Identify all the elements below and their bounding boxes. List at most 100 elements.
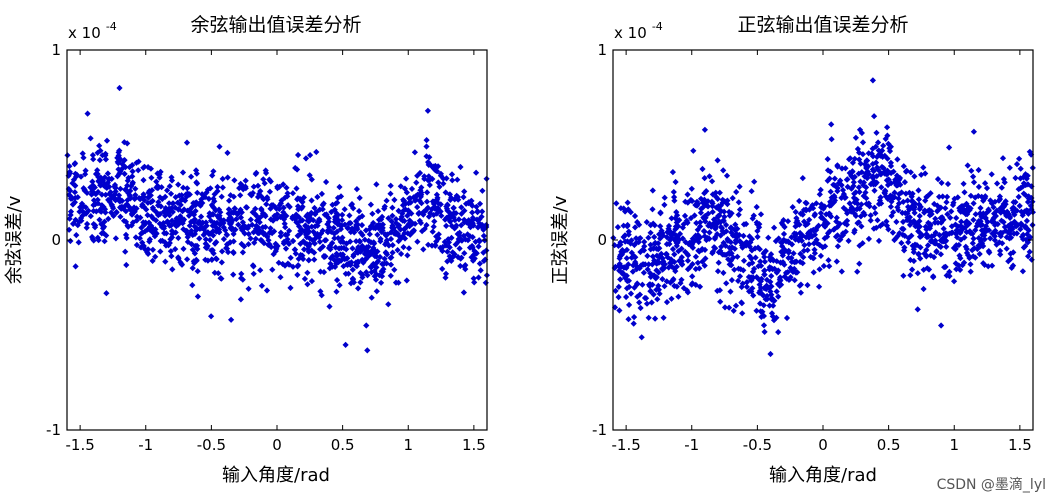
scatter-point	[110, 194, 117, 201]
scatter-point	[394, 230, 401, 237]
scatter-point	[414, 204, 421, 211]
scatter-point	[969, 247, 976, 254]
scatter-point	[379, 221, 386, 228]
scatter-point	[293, 211, 300, 218]
scatter-point	[423, 198, 431, 205]
scatter-point	[79, 150, 86, 157]
scatter-point	[875, 200, 883, 208]
scatter-point	[373, 271, 380, 278]
scatter-point	[453, 222, 460, 229]
scatter-point	[816, 283, 823, 290]
scatter-point	[773, 288, 780, 295]
scatter-point	[361, 246, 368, 253]
scatter-point	[1008, 264, 1015, 271]
scatter-point	[104, 170, 111, 177]
scatter-point	[659, 265, 666, 272]
scatter-point	[326, 242, 334, 249]
scatter-point	[955, 241, 962, 249]
scatter-point	[479, 208, 486, 215]
scatter-point	[245, 241, 252, 248]
scatter-point	[778, 239, 785, 246]
scatter-point	[423, 143, 430, 150]
scatter-point	[393, 219, 400, 227]
scatter-point	[758, 313, 765, 320]
scatter-point	[339, 211, 346, 218]
scatter-point	[632, 259, 639, 266]
scatter-point	[214, 188, 221, 195]
scatter-point	[359, 213, 366, 220]
scatter-point	[266, 188, 273, 195]
scatter-point	[701, 198, 708, 205]
scatter-point	[89, 178, 96, 185]
scatter-point	[818, 204, 825, 211]
x-tick-label: 0	[272, 436, 282, 454]
scatter-point	[840, 204, 847, 212]
scatter-point	[133, 241, 140, 249]
scatter-point	[311, 256, 318, 263]
scatter-point	[294, 203, 302, 210]
scatter-point	[721, 251, 728, 258]
scatter-point	[758, 262, 765, 269]
scatter-point	[463, 200, 470, 207]
scatter-point	[275, 259, 282, 266]
scatter-point	[878, 184, 885, 191]
scatter-point	[692, 253, 699, 260]
scatter-point	[715, 249, 722, 256]
scatter-point	[206, 212, 213, 220]
scatter-point	[794, 221, 801, 228]
scatter-point	[172, 204, 179, 211]
scatter-point	[951, 278, 958, 285]
scatter-point	[319, 227, 326, 234]
scatter-point	[717, 298, 724, 305]
scatter-point	[625, 206, 632, 213]
scatter-point	[694, 236, 701, 243]
scatter-point	[727, 225, 734, 232]
scatter-point	[471, 279, 478, 286]
scatter-point	[358, 222, 366, 229]
scatter-point	[208, 256, 215, 263]
scatter-point	[961, 259, 968, 266]
scatter-point	[921, 250, 928, 257]
scatter-point	[655, 286, 662, 293]
scatter-point	[238, 270, 245, 277]
scatter-point	[670, 188, 677, 196]
scatter-point	[879, 221, 886, 228]
scatter-point	[214, 183, 221, 191]
scatter-point	[455, 238, 462, 245]
scatter-point	[869, 153, 877, 160]
scatter-point	[329, 263, 336, 270]
scatter-point	[166, 212, 173, 219]
scatter-point	[226, 220, 233, 227]
scatter-point	[1002, 227, 1009, 234]
scatter-point	[1003, 245, 1010, 252]
scatter-point	[761, 258, 768, 265]
scatter-point	[367, 223, 374, 230]
scatter-point	[802, 206, 810, 213]
plot-frame	[612, 49, 1034, 431]
scatter-point	[983, 227, 990, 234]
scatter-point	[305, 228, 312, 235]
scatter-point	[756, 246, 763, 253]
scatter-point	[735, 277, 742, 284]
scatter-point	[223, 231, 230, 238]
scatter-point	[404, 212, 411, 219]
scatter-point	[226, 197, 233, 204]
scatter-point	[175, 254, 182, 261]
scatter-point	[776, 276, 783, 283]
scatter-point	[416, 169, 424, 177]
scatter-point	[906, 214, 913, 221]
scatter-point	[117, 213, 124, 220]
scatter-point	[480, 232, 487, 239]
scatter-point	[375, 216, 383, 223]
scatter-point	[775, 293, 782, 300]
scatter-point	[220, 224, 227, 231]
scatter-point	[437, 208, 444, 215]
scatter-point	[460, 194, 467, 201]
scatter-point	[891, 189, 898, 196]
scatter-point	[371, 247, 378, 254]
scatter-point	[442, 242, 450, 249]
scatter-point	[662, 251, 670, 258]
scatter-point	[718, 243, 725, 250]
scatter-point	[937, 251, 944, 258]
scatter-point	[284, 239, 291, 246]
